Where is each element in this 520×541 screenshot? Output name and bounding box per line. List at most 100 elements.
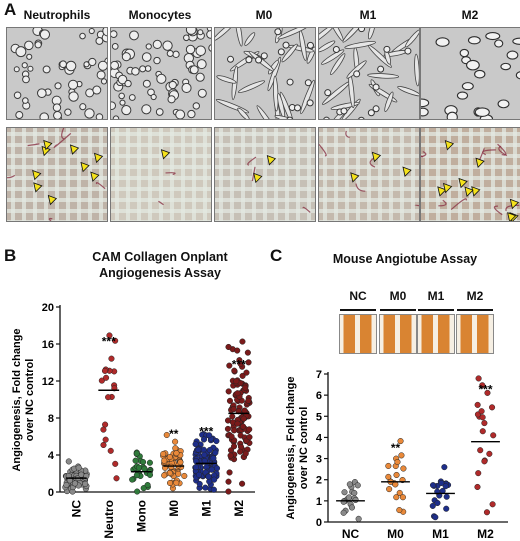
data-point	[386, 486, 393, 493]
data-point	[399, 494, 406, 501]
data-point	[340, 498, 347, 505]
data-point	[65, 458, 72, 465]
cell	[397, 86, 419, 97]
data-point	[351, 489, 358, 497]
mesh-strand	[215, 220, 315, 221]
cell	[152, 39, 162, 50]
blood-vessel	[369, 157, 376, 168]
y-tick-label: 7	[316, 369, 322, 381]
cell	[474, 107, 490, 117]
y-axis-label: Angiogenesis, Fold changeover NC control	[11, 328, 36, 471]
cell	[515, 71, 520, 80]
data-point	[354, 482, 361, 489]
arrowhead-marker	[371, 151, 382, 163]
y-tick-label: 20	[42, 302, 54, 314]
mesh-strand	[345, 128, 349, 221]
cell	[145, 43, 152, 50]
x-tick-label: NC	[342, 527, 360, 541]
blood-vessel	[421, 151, 427, 158]
cell	[183, 34, 190, 42]
mesh-strand	[219, 128, 223, 221]
cell	[255, 56, 263, 64]
tube-label-m0: M0	[389, 289, 407, 303]
cell	[79, 32, 86, 40]
mesh-strand	[159, 128, 163, 221]
blood-vessel	[450, 198, 467, 211]
mesh-strand	[319, 143, 419, 147]
data-point	[231, 367, 238, 374]
arrowhead-marker	[509, 198, 520, 210]
cell	[368, 44, 392, 68]
data-point	[166, 479, 174, 487]
mesh-strand	[263, 128, 267, 221]
cell	[319, 28, 335, 45]
data-point	[226, 362, 233, 369]
data-point	[442, 483, 449, 490]
mesh-strand	[55, 128, 59, 221]
mesh-strand	[215, 198, 315, 202]
cell	[358, 116, 365, 119]
y-tick-label: 0	[48, 487, 54, 499]
cell	[384, 91, 394, 112]
data-point	[205, 473, 212, 480]
data-point	[398, 452, 405, 459]
data-point	[105, 394, 112, 401]
cell	[404, 47, 412, 55]
y-tick-label: 3	[316, 454, 322, 466]
significance-marker: ***	[102, 334, 116, 348]
mesh-strand	[469, 128, 473, 221]
blood-vessel	[438, 199, 447, 207]
cell	[39, 112, 49, 119]
data-point	[132, 457, 139, 464]
data-point	[195, 471, 203, 478]
cell	[117, 74, 128, 85]
cell	[141, 52, 152, 62]
data-point	[474, 483, 481, 491]
x-tick-label: NC	[69, 500, 83, 518]
mesh-strand	[274, 128, 278, 221]
col-label-m2: M2	[461, 8, 479, 22]
mesh-strand	[436, 128, 440, 221]
arrowhead-marker	[443, 182, 453, 194]
arrowhead-marker	[33, 182, 43, 193]
panel-c-letter: C	[270, 246, 283, 265]
cell	[192, 102, 200, 110]
data-point	[163, 431, 170, 439]
cell	[279, 91, 294, 119]
cell	[88, 57, 97, 67]
data-point	[237, 448, 244, 455]
data-point	[177, 459, 184, 466]
data-point	[226, 397, 234, 404]
data-point	[211, 476, 218, 483]
data-point	[227, 452, 234, 459]
data-point	[200, 446, 207, 453]
mesh-strand	[88, 128, 92, 221]
x-tick-label: Mono	[134, 500, 148, 532]
data-point	[245, 397, 252, 404]
cell	[102, 28, 107, 37]
data-point	[173, 450, 180, 457]
data-point	[429, 482, 437, 489]
cell	[304, 79, 312, 87]
cell	[358, 28, 366, 33]
cell	[277, 28, 311, 40]
tube-divider-nc	[340, 309, 376, 311]
y-tick-label: 5	[316, 411, 322, 423]
mesh-strand	[111, 143, 211, 147]
cell	[459, 48, 470, 58]
cell	[34, 41, 42, 49]
data-point	[175, 470, 182, 477]
data-point	[228, 433, 235, 440]
cell	[42, 65, 51, 74]
mesh-strand	[334, 128, 338, 221]
cell	[456, 91, 469, 100]
mesh-strand	[203, 128, 207, 221]
arrowhead-marker	[402, 166, 412, 177]
mesh-strand	[7, 198, 107, 202]
blood-vessel	[319, 143, 327, 157]
data-point	[393, 494, 400, 501]
data-point	[233, 378, 240, 385]
data-point	[346, 481, 353, 488]
cell	[187, 109, 196, 119]
mesh-strand	[148, 128, 152, 221]
